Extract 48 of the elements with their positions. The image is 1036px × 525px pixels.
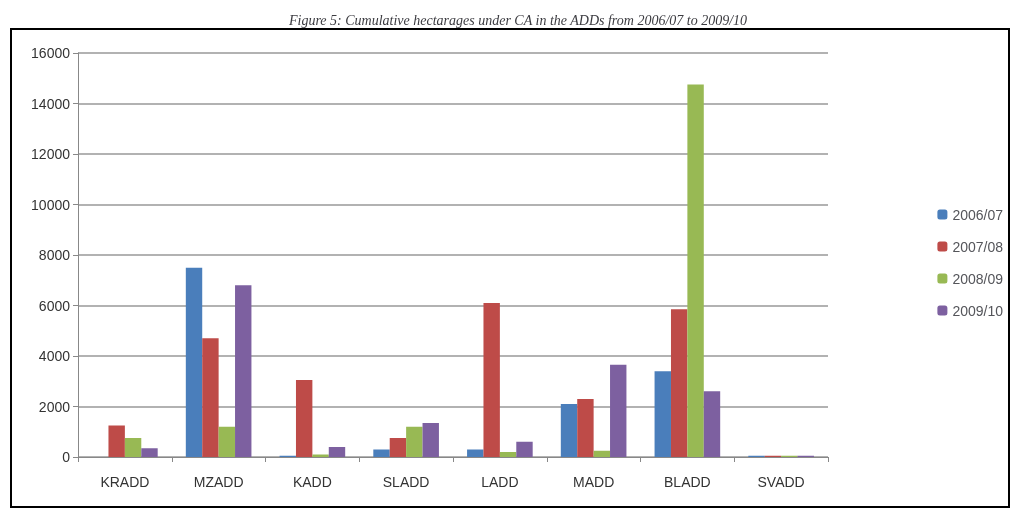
x-tick-label: KADD bbox=[292, 474, 332, 490]
bar bbox=[499, 451, 517, 457]
bar bbox=[483, 302, 500, 457]
bar bbox=[610, 364, 627, 457]
bar bbox=[202, 338, 219, 457]
x-tick-label: BLADD bbox=[664, 474, 711, 490]
y-tick-label: 0 bbox=[62, 449, 71, 465]
bar bbox=[467, 449, 484, 457]
x-tick-label: LADD bbox=[481, 474, 519, 490]
x-tick-label: MADD bbox=[573, 474, 615, 490]
legend-label: 2009/10 bbox=[952, 302, 1004, 319]
bar bbox=[406, 426, 423, 457]
bar bbox=[373, 449, 390, 457]
x-tick-label: SLADD bbox=[382, 474, 430, 490]
y-tick-label: 16000 bbox=[31, 45, 71, 61]
y-tick-label: 2000 bbox=[38, 398, 71, 415]
bar bbox=[235, 285, 252, 457]
legend-label: 2006/07 bbox=[952, 206, 1004, 223]
bar bbox=[516, 441, 533, 457]
bar bbox=[328, 446, 346, 457]
bar bbox=[577, 398, 594, 457]
bar bbox=[703, 391, 721, 457]
bar bbox=[422, 422, 439, 457]
y-tick-label: 10000 bbox=[31, 196, 71, 213]
bar bbox=[218, 426, 236, 457]
bar bbox=[295, 379, 313, 457]
x-tick-label: KRADD bbox=[100, 474, 150, 490]
y-tick-label: 4000 bbox=[38, 348, 71, 364]
y-tick-label: 14000 bbox=[31, 95, 71, 112]
chart-title: Figure 5: Cumulative hectarages under CA in the ADDs from 2006/07 to 2009/10 bbox=[287, 12, 748, 28]
bar bbox=[560, 403, 578, 457]
y-tick-label: 8000 bbox=[38, 247, 71, 263]
y-tick-label: 12000 bbox=[31, 146, 71, 162]
bar bbox=[654, 371, 671, 457]
bar bbox=[687, 84, 704, 457]
legend-label: 2007/08 bbox=[952, 238, 1004, 255]
legend-label: 2008/09 bbox=[952, 270, 1004, 287]
bar bbox=[593, 450, 611, 457]
bar bbox=[389, 438, 407, 457]
bar bbox=[141, 448, 158, 457]
bar bbox=[124, 438, 142, 457]
x-tick-label: SVADD bbox=[757, 474, 805, 490]
bar bbox=[185, 267, 203, 457]
bar bbox=[312, 454, 329, 457]
x-tick-label: MZADD bbox=[193, 474, 244, 490]
y-tick-label: 6000 bbox=[38, 297, 71, 314]
bar bbox=[108, 425, 125, 457]
bar bbox=[670, 309, 688, 457]
